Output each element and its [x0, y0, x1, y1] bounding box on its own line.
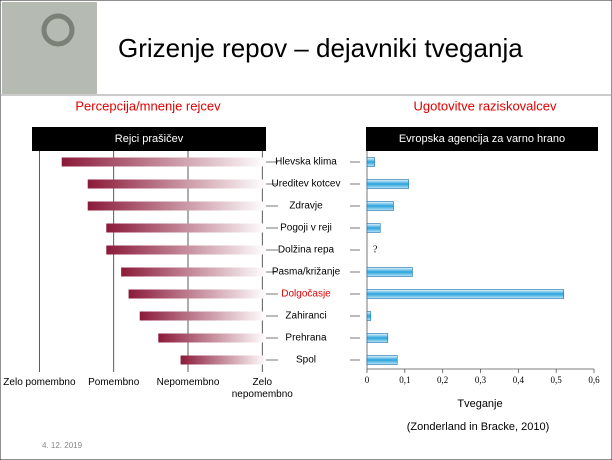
bar [140, 312, 266, 321]
annotation: ? [373, 244, 378, 255]
x-tick-label: 0,5 [551, 375, 563, 385]
x-axis-title: Tveganje [457, 398, 502, 410]
bar [367, 312, 371, 321]
category-label: Dolžina repa [278, 245, 335, 256]
left-subtitle: Percepcija/mnenje rejcev [75, 98, 221, 113]
category-label: Hlevska klima [275, 157, 337, 168]
category-label: Zdravje [289, 201, 323, 212]
category-label: Spol [296, 355, 316, 366]
category-label: Zahiranci [285, 311, 326, 322]
date: 4. 12. 2019 [42, 441, 83, 450]
left-header: Rejci prašičev [115, 133, 184, 145]
x-tick-label: 0,6 [588, 375, 600, 385]
x-tick-label: 0,3 [475, 375, 487, 385]
bar [367, 334, 388, 343]
category-label: Ureditev kotcev [272, 179, 341, 190]
x-tick-label: Nepomembno [148, 377, 228, 389]
right-header: Evropska agencija za varno hrano [399, 133, 565, 145]
bar [367, 356, 397, 365]
category-label: Prehrana [285, 333, 327, 344]
bar [367, 202, 393, 211]
bar [121, 268, 266, 277]
x-tick-label: Zelo pomembno [0, 377, 79, 389]
slide-canvas: Grizenje repov – dejavniki tveganja Perc… [0, 0, 612, 460]
x-tick-label: 0,2 [437, 375, 448, 385]
x-tick-label: Zelo nepomembno [222, 377, 302, 401]
slide-title: Grizenje repov – dejavniki tveganja [118, 33, 523, 63]
category-label: Pasma/križanje [272, 267, 341, 278]
bar [367, 158, 375, 167]
source: (Zonderland in Bracke, 2010) [407, 421, 549, 433]
title-photo [2, 2, 97, 94]
bar [367, 268, 412, 277]
x-tick-label: Pomembno [74, 377, 154, 389]
bar [129, 290, 266, 299]
category-label: Dolgočasje [281, 289, 331, 300]
bar [158, 334, 266, 343]
x-tick-label: 0,4 [513, 375, 525, 385]
slide: Grizenje repov – dejavniki tveganja Perc… [0, 0, 612, 460]
bar [62, 158, 266, 167]
bar [88, 180, 266, 189]
bar [181, 356, 266, 365]
category-label: Pogoji v reji [280, 223, 332, 234]
bar [367, 180, 409, 189]
bar [88, 202, 266, 211]
right-subtitle: Ugotovitve raziskovalcev [413, 98, 557, 113]
bar [367, 224, 380, 233]
bar [106, 224, 266, 233]
bar [367, 290, 564, 299]
x-tick-label: 0 [365, 375, 370, 385]
bar [106, 246, 266, 255]
x-tick-label: 0,1 [399, 375, 410, 385]
